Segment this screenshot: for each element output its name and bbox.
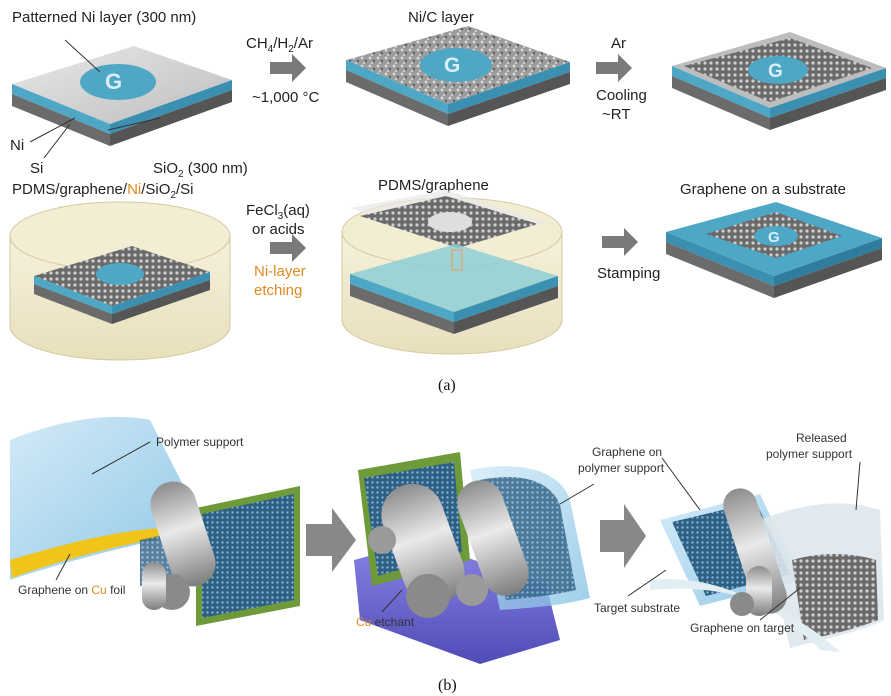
label-graphene-on-polymer-1: Graphene on — [592, 445, 662, 459]
stage-arrow-1-icon — [306, 508, 356, 572]
svg-text:G: G — [768, 61, 783, 82]
step4-title: PDMS/graphene/Ni/SiO2/Si — [12, 181, 194, 201]
arrow2-icon — [596, 54, 632, 82]
label-ni: Ni — [10, 137, 24, 154]
arrow3-icon — [270, 234, 306, 262]
step6-title: Graphene on a substrate — [680, 181, 846, 198]
step5-title: PDMS/graphene — [378, 177, 489, 194]
stage2-etching — [354, 452, 590, 664]
arrow4-icon — [602, 228, 638, 256]
step3-stack: G — [672, 32, 886, 130]
stage3-release — [650, 488, 884, 652]
label-graphene-on-target: Graphene on target — [690, 621, 795, 635]
arrow1-icon — [270, 54, 306, 82]
panel-a: G Patterned Ni layer (300 nm) Ni Si SiO2… — [9, 9, 886, 394]
arrow3-line3: Ni-layer — [254, 263, 306, 280]
stage-arrow-2-icon — [600, 504, 646, 568]
label-released-2: polymer support — [766, 447, 853, 461]
caption-b: (b) — [438, 677, 457, 694]
svg-text:G: G — [768, 229, 780, 246]
arrow3-line1: FeCl3(aq) — [246, 202, 310, 222]
arrow1-temp: ~1,000 °C — [252, 89, 319, 106]
panel-b: Polymer support Graphene on Cu foil Grap… — [10, 416, 884, 694]
arrow3-line4: etching — [254, 282, 302, 299]
arrow2-line2: Cooling — [596, 87, 647, 104]
label-graphene-on-cu: Graphene on Cu foil — [18, 583, 125, 597]
label-target-substrate: Target substrate — [594, 601, 680, 615]
g-logo-icon: G — [105, 69, 122, 94]
caption-a: (a) — [438, 377, 456, 394]
label-cu-etchant: Cu etchant — [356, 615, 415, 629]
label-sio2: SiO2 (300 nm) — [153, 160, 248, 180]
arrow4-label: Stamping — [597, 265, 660, 282]
step4-pdms-puck — [9, 201, 231, 361]
step2-stack: G — [346, 26, 570, 126]
label-graphene-on-polymer-2: polymer support — [578, 461, 665, 475]
label-released-1: Released — [796, 431, 847, 445]
stage1-lamination — [10, 416, 300, 626]
step1-stack: G — [12, 46, 232, 146]
arrow2-line3: ~RT — [602, 106, 630, 123]
arrow2-line1: Ar — [611, 35, 626, 52]
step2-title: Ni/C layer — [408, 9, 474, 26]
arrow1-gas-label: CH4/H2/Ar — [246, 35, 313, 55]
step1-title: Patterned Ni layer (300 nm) — [12, 9, 196, 26]
label-polymer-support: Polymer support — [156, 435, 244, 449]
label-si: Si — [30, 160, 43, 177]
arrow3-line2: or acids — [252, 221, 305, 238]
step6-stack: G — [666, 202, 882, 298]
step5-pdms-puck — [341, 190, 563, 355]
svg-text:G: G — [444, 54, 460, 77]
